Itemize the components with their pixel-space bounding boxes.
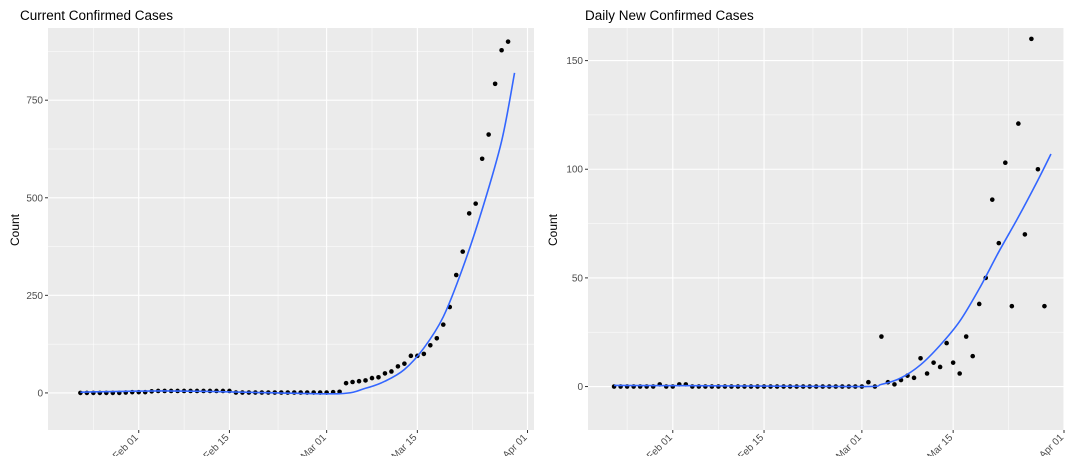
data-point [376,375,381,380]
y-tick-label: 150 [566,56,583,67]
data-point [369,375,375,381]
x-tick-label: Mar 01 [299,432,329,456]
y-tick-label: 750 [26,96,43,107]
data-point [453,272,459,278]
data-point [1016,121,1021,126]
data-point [1003,160,1008,166]
data-point [1035,166,1041,172]
x-tick-label: Apr 01 [501,432,530,456]
data-point [1029,36,1034,42]
y-tick-label: 0 [37,388,43,399]
data-point [1042,303,1047,309]
data-point [499,47,504,53]
data-point [931,360,936,365]
data-point [1022,232,1028,237]
y-axis-title: Count [546,213,560,246]
trend-line [614,153,1052,388]
y-tick-label: 500 [26,193,43,204]
x-tick-label: Feb 01 [111,432,141,456]
data-point [944,340,949,346]
y-axis-title: Count [8,213,22,246]
x-tick-label: Mar 15 [925,432,955,456]
y-tick-label: 0 [577,382,583,393]
data-point [1009,303,1015,309]
data-point [402,361,407,366]
data-point [389,369,394,374]
data-point [78,390,83,396]
y-tick-label: 50 [572,273,584,284]
data-point [363,378,368,383]
data-point [382,371,388,376]
x-tick-label: Feb 15 [202,432,232,456]
data-point [976,301,982,307]
chart-daily-new-confirmed: Daily New Confirmed Cases Count 0 50 100 15… [546,8,1066,456]
data-point [421,351,427,357]
x-tick-label: Mar 15 [390,432,420,456]
x-tick-label: Apr 01 [1038,432,1067,456]
data-point [343,380,349,386]
y-tick-label: 250 [26,291,43,302]
data-point [428,343,433,348]
data-point [963,334,969,339]
plot-panel [48,28,534,430]
data-point [989,197,995,202]
data-point [460,249,466,254]
data-point [492,81,498,87]
chart-title: Current Confirmed Cases [20,8,173,23]
data-point [937,364,943,370]
data-point [957,371,962,376]
x-tick-label: Mar 01 [834,432,864,456]
data-point [466,211,472,216]
data-point [440,322,446,327]
data-point [486,132,491,137]
data-point [924,371,930,376]
data-point [356,378,362,384]
plot-panel [588,28,1064,430]
trend-line [80,72,516,395]
x-tick-label: Feb 15 [736,432,766,456]
y-tick-label: 100 [566,165,583,176]
data-point [434,335,440,341]
chart-title: Daily New Confirmed Cases [585,8,754,23]
data-point [473,201,478,206]
data-point [505,39,511,44]
x-tick-label: Feb 01 [645,432,675,456]
data-point [479,156,485,162]
data-point [970,353,976,359]
data-point [996,240,1002,246]
data-point [879,334,884,339]
data-point [350,379,355,385]
data-point [892,382,897,387]
data-point [918,355,923,361]
data-point [408,353,414,359]
data-point [911,375,917,381]
data-point [395,364,401,369]
data-point [950,360,956,365]
data-point [866,379,871,385]
chart-current-confirmed: Current Confirmed Cases Count 0 250 500 750… [8,8,534,456]
